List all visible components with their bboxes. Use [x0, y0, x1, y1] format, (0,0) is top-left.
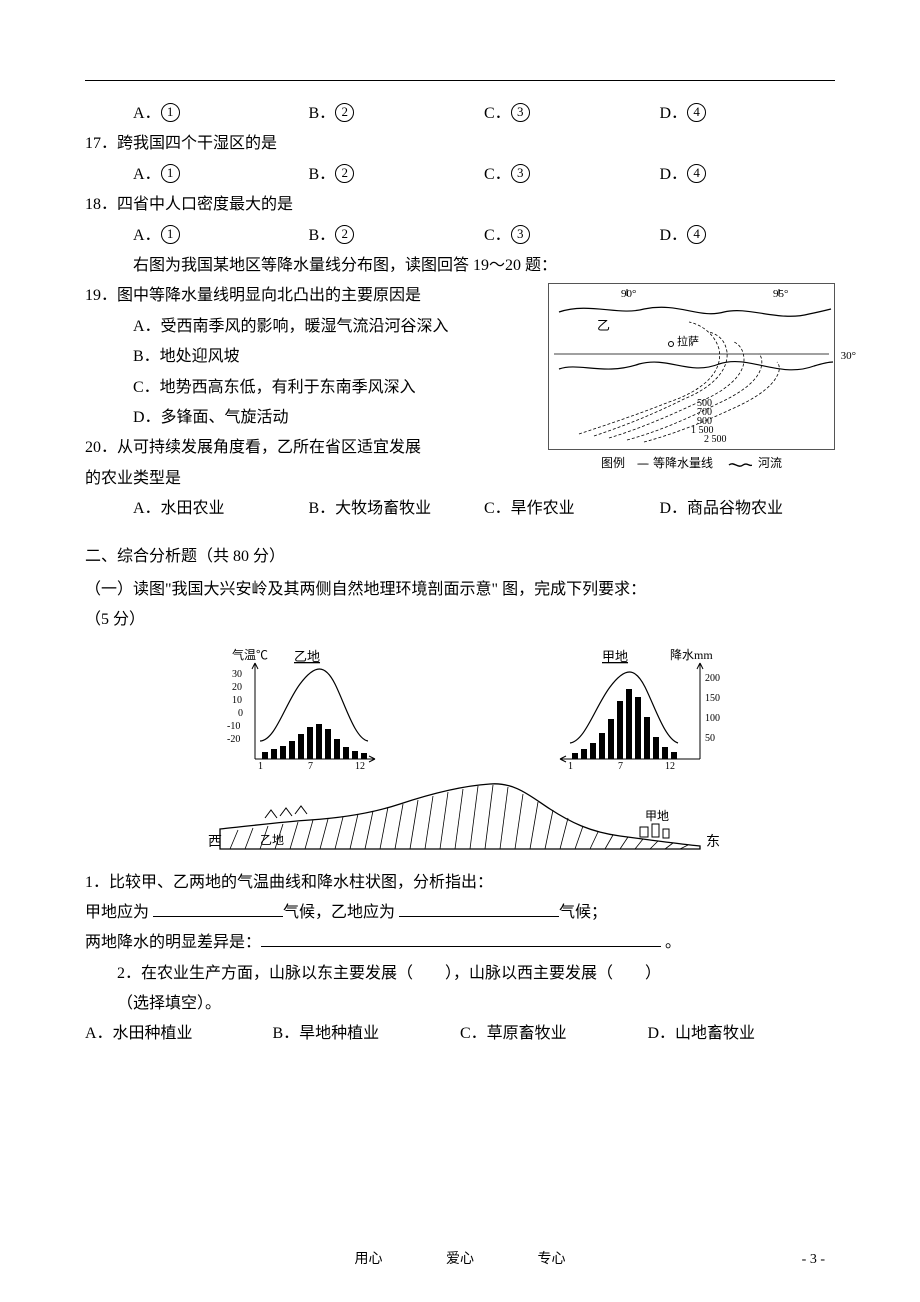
- place-b-label: 乙地: [294, 649, 320, 664]
- svg-text:200: 200: [705, 673, 720, 684]
- top-rule: [85, 80, 835, 81]
- lon1-label: 90°: [621, 284, 636, 305]
- map-legend: 图例 ----- 等降水量线 河流: [548, 452, 835, 475]
- legend-iso: 等降水量线: [653, 456, 713, 470]
- label-lhasa: 拉萨: [677, 332, 699, 353]
- svg-text:-10: -10: [227, 721, 240, 732]
- foot-word-3: 专心: [538, 1252, 566, 1267]
- blank-jia[interactable]: [153, 916, 283, 917]
- east-label: 东: [706, 834, 720, 850]
- page-number: - 3 -: [802, 1247, 825, 1274]
- svg-text:12: 12: [665, 761, 675, 772]
- opt-b: B．大牧场畜牧业: [309, 494, 485, 524]
- opt-d: D．4: [660, 160, 836, 190]
- q17-options: A．1 B．2 C．3 D．4: [85, 160, 835, 190]
- q20-options: A．水田农业 B．大牧场畜牧业 C．旱作农业 D．商品谷物农业: [85, 494, 835, 524]
- sub1-q2-options: A．水田种植业 B．旱地种植业 C．草原畜牧业 D．山地畜牧业: [85, 1019, 835, 1049]
- map-canvas: 90° 95° 30° 乙 拉萨 500 700 900 1 500 2 500: [548, 283, 835, 450]
- text-period: 。: [661, 934, 681, 951]
- map-figure: 90° 95° 30° 乙 拉萨 500 700 900 1 500 2 500…: [548, 283, 835, 475]
- text-yi: 气候，乙地应为: [283, 904, 399, 921]
- svg-text:1: 1: [568, 761, 573, 772]
- blank-yi[interactable]: [399, 916, 559, 917]
- legend-label: 图例: [601, 456, 625, 470]
- opt-a: A．水田种植业: [85, 1019, 273, 1049]
- opt-b: B．2: [309, 99, 485, 129]
- svg-text:10: 10: [232, 695, 242, 706]
- contour-2500: 2 500: [704, 430, 727, 449]
- ytemp-label: 气温℃: [232, 647, 268, 662]
- opt-d: D．商品谷物农业: [660, 494, 836, 524]
- q17: 17．跨我国四个干湿区的是: [85, 129, 835, 159]
- foot-word-1: 用心: [355, 1252, 383, 1267]
- opt-d: D．山地畜牧业: [648, 1019, 836, 1049]
- b-ground-label: 乙地: [260, 833, 284, 847]
- a-ground-label: 甲地: [645, 809, 669, 823]
- opt-a: A．1: [133, 99, 309, 129]
- sub1-q2b: （选择填空）。: [85, 989, 835, 1019]
- opt-a: A．水田农业: [133, 494, 309, 524]
- lat-label: 30°: [841, 346, 856, 367]
- place-a-label: 甲地: [602, 649, 628, 664]
- svg-text:20: 20: [232, 682, 242, 693]
- opt-c: C．草原畜牧业: [460, 1019, 648, 1049]
- opt-c: C．3: [484, 160, 660, 190]
- sub1-q1-line2: 甲地应为 气候，乙地应为 气候；: [85, 898, 835, 928]
- circ-1: 1: [161, 103, 180, 122]
- opt-c: C．3: [484, 221, 660, 251]
- blank-diff[interactable]: [261, 946, 661, 947]
- text-suffix: 气候；: [559, 904, 607, 921]
- q18: 18．四省中人口密度最大的是: [85, 190, 835, 220]
- opt-a: A．1: [133, 221, 309, 251]
- svg-text:100: 100: [705, 713, 720, 724]
- svg-text:7: 7: [308, 761, 313, 772]
- section2-sub1-pts: （5 分）: [85, 605, 835, 635]
- text-diff: 两地降水的明显差异是：: [85, 934, 261, 951]
- opt-c: C．3: [484, 99, 660, 129]
- west-label: 西: [208, 835, 222, 850]
- svg-text:150: 150: [705, 693, 720, 704]
- svg-text:30: 30: [232, 669, 242, 680]
- sub1-q2a: 2．在农业生产方面，山脉以东主要发展（ ），山脉以西主要发展（ ）: [85, 959, 835, 989]
- section2-title: 二、综合分析题（共 80 分）: [85, 542, 835, 572]
- sub1-q1-line3: 两地降水的明显差异是： 。: [85, 928, 835, 958]
- footer: 用心 爱心 专心 - 3 -: [0, 1247, 920, 1274]
- svg-text:50: 50: [705, 733, 715, 744]
- legend-river: 河流: [758, 456, 782, 470]
- yprec-label: 降水mm: [670, 648, 713, 662]
- opt-d: D．4: [660, 99, 836, 129]
- text-jia: 甲地应为: [85, 904, 153, 921]
- circ-4: 4: [687, 103, 706, 122]
- opt-c: C．旱作农业: [484, 494, 660, 524]
- opt-b: B．2: [309, 160, 485, 190]
- q16-options: A．1 B．2 C．3 D．4: [85, 99, 835, 129]
- page: A．1 B．2 C．3 D．4 17．跨我国四个干湿区的是 A．1 B．2 C．…: [0, 0, 920, 1302]
- cross-section-svg: 气温℃ 30 20 10 0 -10 -20 1 7 12 乙地: [190, 644, 730, 854]
- svg-text:12: 12: [355, 761, 365, 772]
- sub1-q1: 1．比较甲、乙两地的气温曲线和降水柱状图，分析指出：: [85, 868, 835, 898]
- lon2-label: 95°: [773, 284, 788, 305]
- svg-text:0: 0: [238, 708, 243, 719]
- lead-19-20: 右图为我国某地区等降水量线分布图，读图回答 19～20 题：: [85, 251, 835, 281]
- svg-text:1: 1: [258, 761, 263, 772]
- label-yi: 乙: [597, 314, 610, 339]
- q18-options: A．1 B．2 C．3 D．4: [85, 221, 835, 251]
- circ-3: 3: [511, 103, 530, 122]
- opt-b: B．2: [309, 221, 485, 251]
- opt-d: D．4: [660, 221, 836, 251]
- cross-section-figure: 气温℃ 30 20 10 0 -10 -20 1 7 12 乙地: [190, 644, 730, 862]
- svg-text:7: 7: [618, 761, 623, 772]
- section2-sub1: （一）读图"我国大兴安岭及其两侧自然地理环境剖面示意" 图，完成下列要求：: [85, 575, 835, 605]
- opt-b: B．旱地种植业: [273, 1019, 461, 1049]
- foot-word-2: 爱心: [446, 1252, 474, 1267]
- opt-a: A．1: [133, 160, 309, 190]
- svg-text:-20: -20: [227, 734, 240, 745]
- circ-2: 2: [335, 103, 354, 122]
